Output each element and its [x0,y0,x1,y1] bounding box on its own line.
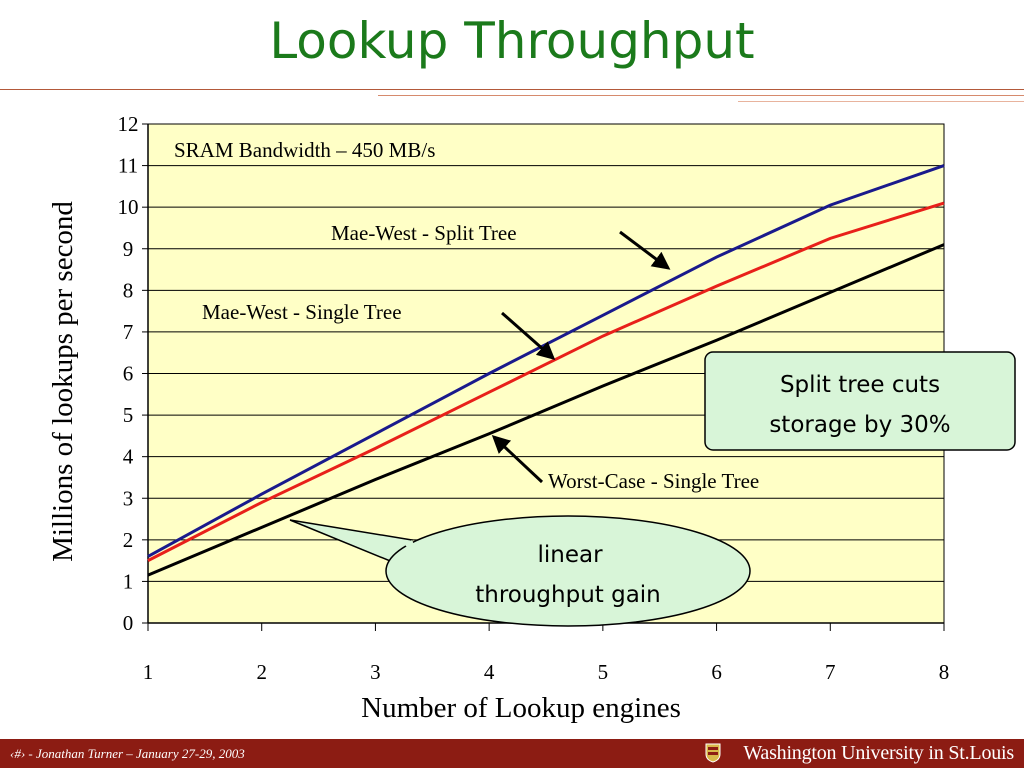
y-tick-label: 7 [123,320,134,344]
label-split-tree: Mae-West - Split Tree [331,221,517,245]
arrow-single-tree [501,311,556,360]
y-tick-label: 9 [123,237,134,261]
footer-university-logo: Washington University in St.Louis [743,742,1014,764]
y-tick-label: 3 [123,486,134,510]
y-tick-label: 4 [123,445,134,469]
x-tick-label: 1 [143,660,154,684]
y-tick-label: 8 [123,278,134,302]
label-single-tree: Mae-West - Single Tree [202,300,402,324]
title-rule-low [738,101,1024,102]
sram-bandwidth-note: SRAM Bandwidth – 450 MB/s [174,138,435,162]
title-rule-mid [378,95,1024,96]
y-tick-label: 5 [123,403,134,427]
y-tick-label: 1 [123,569,134,593]
x-tick-label: 2 [256,660,267,684]
y-tick-label: 6 [123,362,134,386]
x-tick-label: 3 [370,660,381,684]
x-tick-label: 7 [825,660,836,684]
linear-callout-line2: throughput gain [475,582,661,608]
x-tick-label: 8 [939,660,950,684]
y-tick-label: 11 [118,154,138,178]
storage-callout-box [704,351,1016,451]
slide-title: Lookup Throughput [269,12,755,70]
series-line-2 [147,201,945,562]
label-worst-case: Worst-Case - Single Tree [548,469,759,493]
y-tick-label: 0 [123,611,134,635]
arrow-worst-case [491,434,544,484]
y-tick-label: 10 [118,195,139,219]
x-tick-label: 4 [484,660,495,684]
storage-callout-line1: Split tree cuts [780,372,940,398]
x-tick-label: 5 [598,660,609,684]
y-axis-title: Millions of lookups per second [47,201,79,562]
footer-bar: ‹#› - Jonathan Turner – January 27-29, 2… [0,739,1024,768]
linear-callout-bubble [385,515,751,627]
x-axis-title: Number of Lookup engines [361,692,681,724]
y-tick-label: 12 [118,112,139,136]
linear-callout-line1: linear [537,542,603,568]
series-line-3 [147,243,945,577]
university-seal-icon [705,743,721,763]
arrow-split-tree [619,230,671,270]
x-tick-label: 6 [711,660,722,684]
footer-credit: ‹#› - Jonathan Turner – January 27-29, 2… [10,746,245,761]
y-tick-label: 2 [123,528,134,552]
storage-callout-line2: storage by 30% [769,412,950,438]
title-rule-top [0,89,1024,90]
